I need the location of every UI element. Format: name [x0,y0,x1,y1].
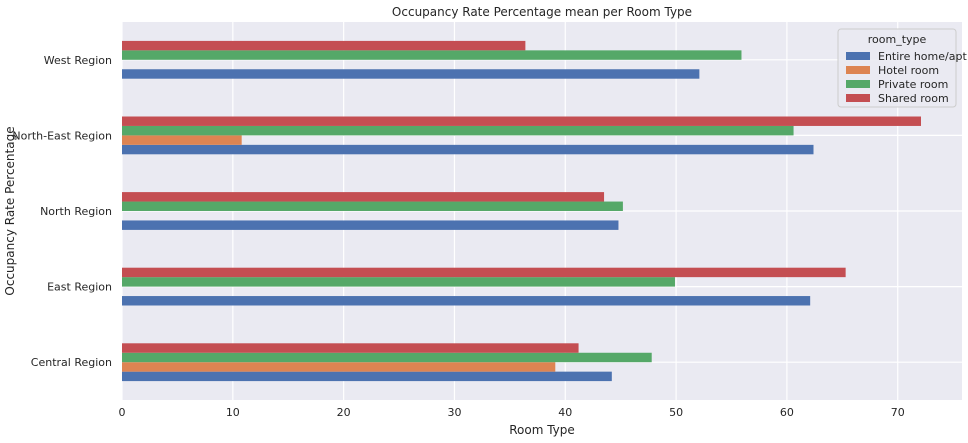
x-tick-label: 60 [780,406,794,419]
bar-entire-home-apt-central-region [122,371,612,382]
bar-private-room-north-region [122,201,623,211]
legend-title: room_type [868,33,927,46]
bar-shared-room-west-region [122,40,526,51]
legend-label: Hotel room [878,64,939,77]
x-tick-label: 20 [337,406,351,419]
legend-swatch [846,94,870,102]
bar-shared-room-east-region [122,267,846,278]
x-tick-label: 40 [558,406,572,419]
x-tick-label: 50 [669,406,683,419]
bar-private-room-east-region [122,277,675,287]
x-tick-label: 10 [226,406,240,419]
bars [122,40,921,382]
legend-swatch [846,80,870,88]
x-tick-label: 0 [119,406,126,419]
bar-entire-home-apt-west-region [122,69,700,79]
chart-title: Occupancy Rate Percentage mean per Room … [392,5,692,19]
bar-entire-home-apt-north-east-region [122,144,814,155]
bar-shared-room-north-east-region [122,116,921,126]
legend-label: Entire home/apt [878,50,967,63]
y-tick-label: Central Region [31,356,112,369]
y-tick-label: North-East Region [12,129,112,142]
bar-private-room-central-region [122,352,652,363]
y-tick-label: East Region [47,281,112,294]
x-tick-label: 30 [447,406,461,419]
x-axis-title: Room Type [509,423,575,437]
x-tick-label: 70 [891,406,905,419]
y-axis-title: Occupancy Rate Percentage [3,126,17,295]
y-tick-labels: Central Region East Region North Region Nor… [12,54,112,369]
bar-hotel-room-north-east-region [122,135,242,145]
bar-entire-home-apt-east-region [122,296,811,306]
bar-entire-home-apt-north-region [122,220,619,230]
y-tick-label: West Region [44,54,112,67]
legend-swatch [846,66,870,74]
bar-hotel-room-central-region [122,362,556,372]
legend-label: Private room [878,78,948,91]
bar-shared-room-north-region [122,192,605,202]
x-tick-labels: 0 10 20 30 40 50 60 70 [119,406,905,419]
legend-swatch [846,52,870,60]
legend-label: Shared room [878,92,949,105]
y-tick-label: North Region [40,205,112,218]
bar-shared-room-central-region [122,343,579,353]
bar-private-room-north-east-region [122,125,794,136]
bar-private-room-west-region [122,50,742,60]
